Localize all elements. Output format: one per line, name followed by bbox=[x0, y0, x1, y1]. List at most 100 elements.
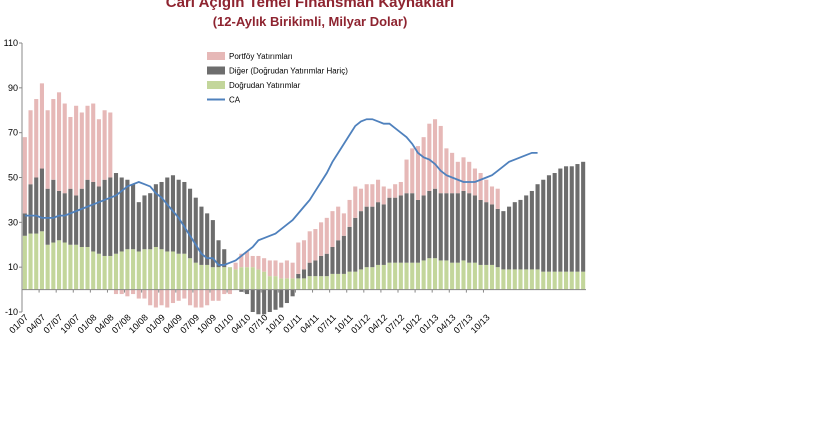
bar-diger bbox=[336, 240, 341, 274]
bar-diger bbox=[79, 188, 84, 247]
bar-portfoy bbox=[91, 103, 96, 182]
bar-portfoy bbox=[28, 110, 33, 185]
bar-dogrudan bbox=[170, 251, 176, 290]
chart-title: Cari Açığın Temel Finansman Kaynakları bbox=[165, 0, 455, 11]
bar-dogrudan bbox=[142, 249, 147, 290]
bar-dogrudan bbox=[324, 276, 329, 290]
bar-dogrudan bbox=[353, 271, 358, 290]
bar-portfoy bbox=[381, 186, 386, 205]
bar-dogrudan bbox=[273, 276, 278, 290]
bar-dogrudan bbox=[546, 271, 552, 290]
bar-diger bbox=[535, 184, 540, 270]
bar-dogrudan bbox=[376, 264, 381, 290]
bar-portfoy bbox=[301, 240, 307, 270]
bar-diger bbox=[256, 289, 261, 315]
bar-dogrudan bbox=[467, 262, 472, 290]
bar-portfoy bbox=[432, 119, 438, 189]
bar-diger bbox=[45, 188, 50, 245]
bar-portfoy bbox=[319, 222, 324, 256]
bar-portfoy bbox=[427, 123, 432, 191]
bar-dogrudan bbox=[262, 271, 267, 290]
bar-dogrudan bbox=[199, 264, 204, 290]
bar-dogrudan bbox=[427, 258, 432, 290]
bar-dogrudan bbox=[370, 267, 375, 290]
bar-dogrudan bbox=[461, 260, 466, 290]
bar-dogrudan bbox=[227, 267, 232, 290]
bar-dogrudan bbox=[301, 278, 307, 290]
bar-portfoy bbox=[148, 289, 153, 306]
bar-diger bbox=[85, 179, 90, 247]
bar-dogrudan bbox=[518, 269, 523, 290]
bar-diger bbox=[421, 195, 426, 261]
bar-portfoy bbox=[404, 159, 409, 194]
bar-dogrudan bbox=[119, 251, 124, 290]
bar-portfoy bbox=[324, 217, 329, 254]
bar-dogrudan bbox=[267, 276, 272, 290]
bar-diger bbox=[136, 202, 141, 252]
legend-label: Doğrudan Yatırımlar bbox=[229, 81, 301, 90]
bar-portfoy bbox=[267, 260, 272, 277]
bar-diger bbox=[495, 208, 500, 268]
bar-dogrudan bbox=[529, 269, 534, 290]
bar-portfoy bbox=[119, 289, 124, 295]
bar-portfoy bbox=[244, 251, 250, 268]
bar-portfoy bbox=[478, 173, 483, 200]
bar-portfoy bbox=[34, 99, 39, 178]
bar-dogrudan bbox=[398, 262, 403, 290]
bar-dogrudan bbox=[410, 262, 415, 290]
bar-diger bbox=[415, 199, 420, 263]
bar-dogrudan bbox=[79, 246, 84, 290]
bar-dogrudan bbox=[495, 267, 500, 290]
bar-diger bbox=[427, 190, 432, 259]
bar-portfoy bbox=[450, 152, 455, 194]
bar-diger bbox=[102, 179, 107, 256]
bar-dogrudan bbox=[541, 271, 546, 290]
bar-portfoy bbox=[358, 188, 364, 212]
bar-dogrudan bbox=[307, 276, 312, 290]
bar-dogrudan bbox=[444, 260, 449, 290]
bar-dogrudan bbox=[569, 271, 574, 290]
bar-diger bbox=[205, 213, 210, 265]
bar-dogrudan bbox=[28, 233, 33, 290]
bar-diger bbox=[193, 197, 198, 263]
bar-diger bbox=[575, 164, 580, 272]
bar-dogrudan bbox=[256, 269, 261, 290]
bar-diger bbox=[438, 193, 443, 261]
bar-diger bbox=[188, 188, 193, 259]
bar-portfoy bbox=[222, 289, 227, 295]
bar-dogrudan bbox=[182, 253, 187, 290]
bar-portfoy bbox=[279, 262, 284, 279]
y-tick-label: 30 bbox=[8, 217, 18, 227]
bar-dogrudan bbox=[330, 273, 335, 290]
bar-dogrudan bbox=[552, 271, 557, 290]
x-tick-label: 01/11 bbox=[281, 312, 304, 335]
bar-dogrudan bbox=[222, 267, 227, 290]
bar-dogrudan bbox=[113, 253, 119, 290]
bar-dogrudan bbox=[438, 260, 443, 290]
bar-dogrudan bbox=[336, 273, 341, 290]
bar-portfoy bbox=[421, 137, 426, 196]
bar-dogrudan bbox=[404, 262, 409, 290]
x-tick-label: 10/10 bbox=[264, 312, 287, 335]
bar-dogrudan bbox=[313, 276, 318, 290]
bar-dogrudan bbox=[347, 271, 352, 290]
bar-dogrudan bbox=[484, 264, 489, 290]
bar-portfoy bbox=[199, 289, 204, 308]
bar-diger bbox=[381, 204, 386, 265]
bar-diger bbox=[273, 289, 278, 310]
bar-portfoy bbox=[85, 105, 90, 180]
bar-portfoy bbox=[62, 103, 67, 194]
bar-dogrudan bbox=[188, 258, 193, 290]
bar-dogrudan bbox=[68, 244, 73, 290]
bar-dogrudan bbox=[148, 249, 153, 290]
bar-diger bbox=[370, 206, 375, 268]
chart-subtitle: (12-Aylık Birikimli, Milyar Dolar) bbox=[212, 14, 408, 29]
bar-diger bbox=[96, 186, 101, 254]
bar-dogrudan bbox=[45, 244, 50, 290]
bar-diger bbox=[267, 289, 272, 312]
bar-portfoy bbox=[415, 146, 420, 200]
bar-dogrudan bbox=[34, 233, 39, 290]
bar-dogrudan bbox=[153, 246, 158, 290]
bar-portfoy bbox=[74, 105, 79, 196]
bar-dogrudan bbox=[558, 271, 563, 290]
